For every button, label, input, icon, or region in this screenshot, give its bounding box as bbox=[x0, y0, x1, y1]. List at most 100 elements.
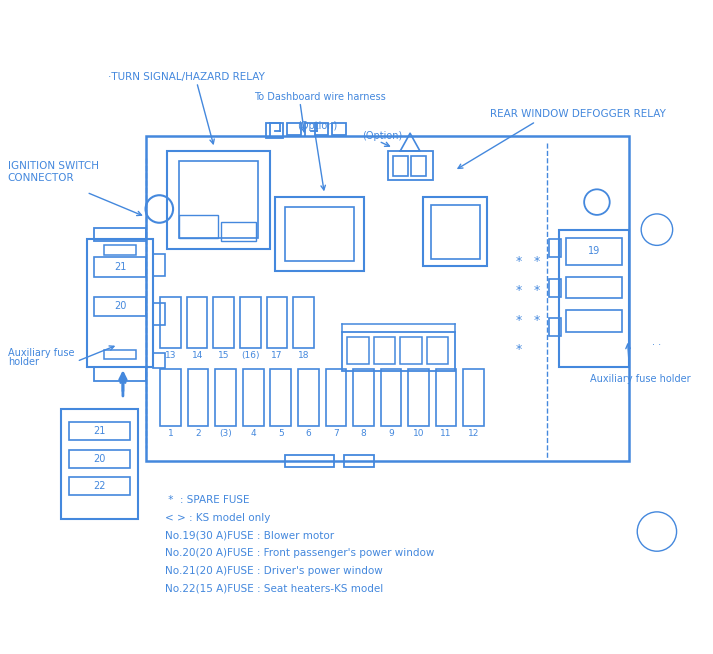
Bar bbox=[427, 337, 448, 364]
Bar bbox=[558, 230, 630, 368]
Text: (16): (16) bbox=[241, 351, 260, 360]
Text: 14: 14 bbox=[192, 351, 203, 360]
Bar bbox=[160, 296, 181, 348]
Text: 20: 20 bbox=[114, 301, 126, 311]
Bar bbox=[270, 370, 291, 426]
Bar bbox=[566, 237, 622, 265]
Text: 1: 1 bbox=[168, 429, 173, 438]
Bar bbox=[549, 239, 560, 257]
Text: 8: 8 bbox=[361, 429, 366, 438]
Bar bbox=[69, 450, 130, 468]
Bar bbox=[394, 156, 408, 175]
Text: ·TURN SIGNAL/HAZARD RELAY: ·TURN SIGNAL/HAZARD RELAY bbox=[108, 73, 265, 82]
Text: 21: 21 bbox=[93, 426, 106, 436]
Bar bbox=[549, 318, 560, 336]
Bar bbox=[179, 215, 218, 237]
Bar bbox=[389, 151, 433, 181]
Bar bbox=[347, 337, 369, 364]
Text: < > : KS model only: < > : KS model only bbox=[165, 513, 271, 523]
Text: 11: 11 bbox=[440, 429, 452, 438]
Text: · ·: · · bbox=[652, 339, 662, 350]
Text: Auxiliary fuse holder: Auxiliary fuse holder bbox=[590, 374, 691, 384]
Bar bbox=[94, 228, 145, 241]
Bar bbox=[285, 207, 354, 261]
Bar bbox=[243, 370, 264, 426]
Bar bbox=[342, 332, 456, 371]
Bar bbox=[549, 279, 560, 296]
Text: 5: 5 bbox=[278, 429, 284, 438]
Bar bbox=[215, 370, 236, 426]
Text: *: * bbox=[516, 343, 523, 356]
Bar bbox=[344, 455, 374, 467]
Bar bbox=[179, 161, 257, 237]
Bar bbox=[104, 245, 135, 255]
Text: 12: 12 bbox=[468, 429, 479, 438]
Bar bbox=[86, 239, 153, 368]
Bar bbox=[298, 370, 319, 426]
Bar bbox=[61, 409, 138, 519]
Text: 19: 19 bbox=[588, 247, 600, 256]
Text: REAR WINDOW DEFOGGER RELAY: REAR WINDOW DEFOGGER RELAY bbox=[490, 109, 666, 118]
Bar bbox=[374, 337, 395, 364]
Text: *: * bbox=[516, 284, 523, 297]
Bar bbox=[285, 455, 334, 467]
Bar bbox=[408, 370, 429, 426]
Bar bbox=[265, 124, 283, 138]
Text: 18: 18 bbox=[297, 351, 309, 360]
Text: Auxiliary fuse: Auxiliary fuse bbox=[8, 348, 74, 358]
Bar bbox=[423, 198, 487, 266]
Bar bbox=[94, 368, 145, 381]
Bar bbox=[104, 350, 135, 360]
Text: *: * bbox=[516, 254, 523, 267]
Text: holder: holder bbox=[8, 358, 39, 368]
Text: No.22(15 A)FUSE : Seat heaters-KS model: No.22(15 A)FUSE : Seat heaters-KS model bbox=[165, 583, 384, 594]
Bar bbox=[69, 422, 130, 440]
Bar bbox=[240, 296, 261, 348]
Bar bbox=[400, 337, 422, 364]
Bar bbox=[326, 370, 346, 426]
Text: (Option): (Option) bbox=[297, 122, 337, 131]
Bar bbox=[287, 124, 301, 135]
Bar bbox=[463, 370, 484, 426]
Bar bbox=[353, 370, 374, 426]
Bar bbox=[566, 277, 622, 298]
Bar bbox=[69, 477, 130, 495]
Bar bbox=[314, 124, 329, 135]
Bar bbox=[381, 370, 401, 426]
Text: IGNITION SWITCH: IGNITION SWITCH bbox=[8, 161, 99, 171]
Bar bbox=[293, 296, 314, 348]
Bar bbox=[153, 254, 165, 276]
Bar bbox=[267, 296, 287, 348]
Text: 21: 21 bbox=[114, 262, 126, 272]
Bar bbox=[94, 257, 145, 277]
Text: 15: 15 bbox=[218, 351, 230, 360]
Bar bbox=[188, 370, 208, 426]
Text: *: * bbox=[534, 314, 540, 326]
Text: CONNECTOR: CONNECTOR bbox=[8, 173, 74, 182]
Bar bbox=[153, 303, 165, 325]
Text: No.20(20 A)FUSE : Front passenger's power window: No.20(20 A)FUSE : Front passenger's powe… bbox=[165, 548, 435, 559]
Bar bbox=[566, 310, 622, 332]
Text: No.19(30 A)FUSE : Blower motor: No.19(30 A)FUSE : Blower motor bbox=[165, 530, 334, 541]
Text: 20: 20 bbox=[93, 454, 106, 464]
Bar bbox=[411, 156, 426, 175]
Text: 7: 7 bbox=[333, 429, 339, 438]
Text: 2: 2 bbox=[195, 429, 201, 438]
Text: 22: 22 bbox=[93, 481, 106, 491]
Bar bbox=[187, 296, 207, 348]
Bar bbox=[153, 353, 165, 368]
Text: (Option): (Option) bbox=[362, 131, 402, 141]
Text: *: * bbox=[516, 314, 523, 326]
Bar bbox=[213, 296, 234, 348]
Bar bbox=[94, 296, 145, 316]
Text: *: * bbox=[534, 254, 540, 267]
Text: 17: 17 bbox=[271, 351, 282, 360]
Text: (3): (3) bbox=[220, 429, 232, 438]
Bar bbox=[221, 222, 256, 241]
Text: To Dashboard wire harness: To Dashboard wire harness bbox=[254, 92, 386, 102]
Text: No.21(20 A)FUSE : Driver's power window: No.21(20 A)FUSE : Driver's power window bbox=[165, 566, 383, 576]
Bar bbox=[167, 151, 270, 249]
Text: 9: 9 bbox=[388, 429, 394, 438]
Text: 6: 6 bbox=[305, 429, 311, 438]
Bar bbox=[431, 205, 480, 259]
